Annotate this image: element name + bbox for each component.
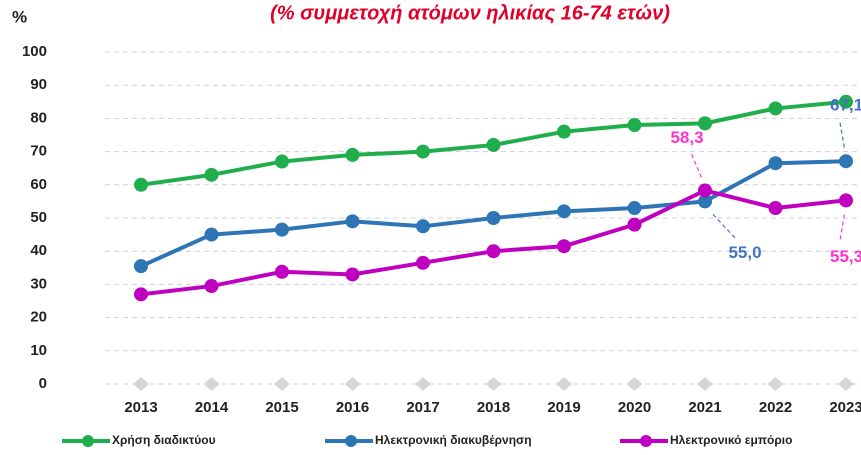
x-tick-diamond	[626, 377, 643, 391]
y-tick-label: 100	[22, 43, 47, 60]
legend-dot	[82, 435, 94, 447]
data-label: 55,0	[728, 243, 761, 262]
data-point	[345, 147, 360, 162]
x-tick-diamond	[767, 377, 784, 391]
x-tick-label: 2017	[406, 399, 439, 416]
data-point	[275, 222, 289, 237]
x-tick-label: 2016	[336, 399, 369, 416]
y-tick-label: 0	[39, 375, 47, 392]
x-tick-diamond	[838, 377, 854, 391]
label-leader	[712, 213, 736, 239]
data-point	[486, 244, 501, 259]
label-leader	[839, 214, 845, 241]
y-axis-label: %	[12, 7, 27, 26]
label-leader	[839, 122, 845, 148]
y-tick-label: 50	[30, 209, 47, 226]
legend-label: Ηλεκτρονικό εμπόριο	[670, 433, 792, 447]
data-point	[275, 154, 289, 169]
x-tick-label: 2021	[688, 399, 721, 416]
label-leader	[690, 153, 702, 178]
data-point	[275, 264, 289, 279]
y-tick-label: 80	[30, 109, 47, 126]
data-point	[698, 116, 712, 131]
data-point	[204, 227, 219, 242]
legend-label: Ηλεκτρονική διακυβέρνηση	[375, 433, 532, 447]
data-point	[345, 267, 360, 282]
x-tick-diamond	[556, 377, 572, 391]
data-point	[768, 201, 783, 216]
x-tick-diamond	[133, 377, 149, 391]
y-tick-label: 70	[30, 143, 47, 160]
y-tick-label: 60	[30, 176, 47, 193]
data-point	[134, 259, 148, 274]
data-point	[627, 217, 642, 232]
data-point	[416, 144, 430, 159]
data-point	[839, 154, 853, 169]
data-point	[557, 204, 571, 219]
data-point	[627, 201, 642, 216]
y-tick-label: 30	[30, 275, 47, 292]
y-tick-label: 90	[30, 76, 47, 93]
x-tick-diamond	[485, 377, 502, 391]
x-tick-diamond	[344, 377, 361, 391]
y-tick-label: 20	[30, 309, 47, 326]
x-tick-label: 2020	[618, 399, 651, 416]
data-point	[698, 183, 712, 198]
data-label: 55,3	[830, 247, 861, 266]
data-point	[204, 167, 219, 182]
legend-label: Χρήση διαδικτύου	[112, 433, 216, 447]
data-label: 58,3	[670, 128, 703, 147]
data-point	[839, 94, 853, 109]
x-tick-label: 2014	[195, 399, 229, 416]
data-label: 67,1	[830, 96, 861, 115]
data-point	[839, 193, 853, 208]
legend-dot	[345, 435, 357, 447]
x-tick-diamond	[415, 377, 431, 391]
x-tick-label: 2018	[477, 399, 510, 416]
x-tick-diamond	[274, 377, 290, 391]
data-point	[486, 137, 501, 152]
x-tick-diamond	[697, 377, 713, 391]
data-point	[768, 156, 783, 171]
data-point	[416, 219, 430, 234]
data-point	[557, 239, 571, 254]
y-tick-label: 10	[30, 342, 47, 359]
legend-dot	[640, 435, 652, 447]
data-point	[204, 279, 219, 294]
chart-title: (% συμμετοχή ατόμων ηλικίας 16-74 ετών)	[270, 2, 670, 24]
x-tick-label: 2015	[265, 399, 298, 416]
y-tick-label: 40	[30, 242, 47, 259]
x-tick-diamond	[203, 377, 220, 391]
x-tick-label: 2022	[759, 399, 792, 416]
data-point	[627, 118, 642, 133]
x-tick-label: 2013	[124, 399, 157, 416]
data-point	[416, 255, 430, 270]
data-point	[698, 194, 712, 209]
data-point	[557, 124, 571, 139]
x-tick-label: 2023	[829, 399, 861, 416]
x-tick-label: 2019	[547, 399, 580, 416]
data-point	[134, 177, 148, 192]
data-point	[345, 214, 360, 229]
data-point	[768, 101, 783, 116]
data-point	[134, 287, 148, 302]
data-point	[486, 211, 501, 225]
